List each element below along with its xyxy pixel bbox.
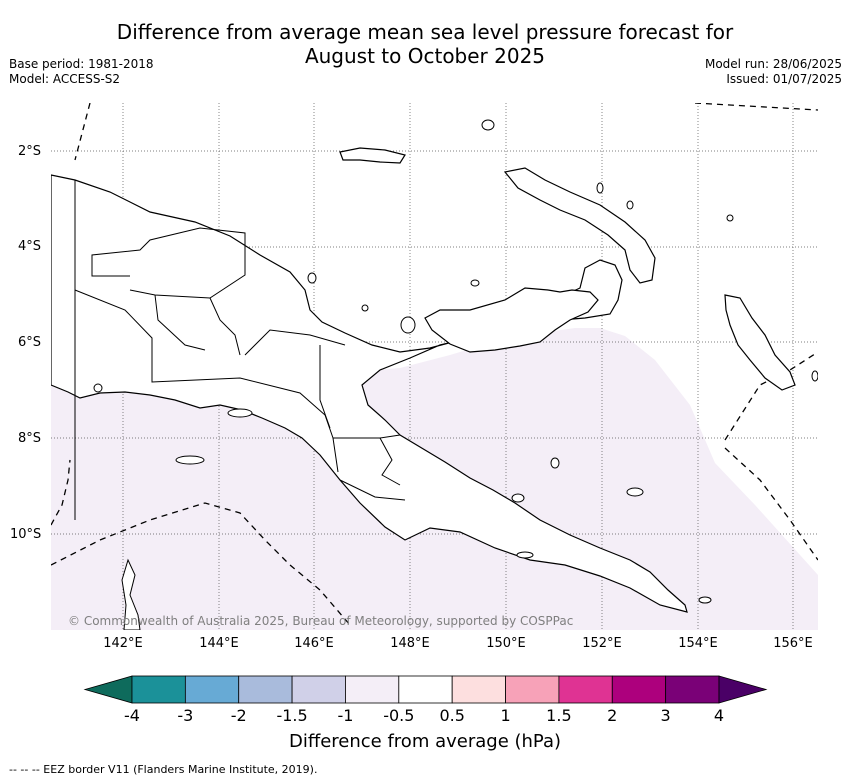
map-area (51, 103, 818, 630)
manus-island (339, 147, 406, 164)
lon-label-154e: 154°E (678, 636, 718, 651)
lon-label-150e: 150°E (486, 636, 526, 651)
eez-legend: -- -- -- EEZ border V11 (Flanders Marine… (9, 763, 318, 776)
colorbar-tick-label: 1.5 (546, 706, 572, 725)
colorbar-tick-label: -3 (177, 706, 194, 725)
lat-label-8s: 8°S (18, 431, 42, 446)
colorbar-tick-label: 0.5 (439, 706, 465, 725)
colorbar-swatch (398, 675, 453, 704)
small-islands (93, 119, 818, 604)
colorbar-swatch (131, 675, 186, 704)
lon-label-142e: 142°E (103, 636, 143, 651)
model-info: Base period: 1981-2018 Model: ACCESS-S2 (9, 57, 154, 87)
bougainville-island (724, 294, 796, 391)
lat-label-10s: 10°S (10, 527, 42, 542)
lat-label-6s: 6°S (18, 335, 42, 350)
lon-label-148e: 148°E (390, 636, 430, 651)
map-title: Difference from average mean sea level p… (0, 20, 850, 68)
run-info: Model run: 28/06/2025 Issued: 01/07/2025 (705, 57, 842, 87)
colorbar-tick-label: -1 (337, 706, 354, 725)
papua-new-guinea-mainland (51, 174, 688, 613)
lat-label-2s: 2°S (18, 144, 42, 159)
lon-label-146e: 146°E (294, 636, 334, 651)
colorbar-tick-label: -4 (124, 706, 140, 725)
colorbar-extend-high (718, 675, 768, 704)
title-line-1: Difference from average mean sea level p… (116, 20, 734, 44)
colorbar-tick-label: -0.5 (383, 706, 415, 725)
colorbar-swatch (611, 675, 667, 704)
colorbar-swatch (291, 675, 346, 704)
new-britain-island (424, 287, 599, 353)
lon-label-156e: 156°E (773, 636, 813, 651)
colorbar-tick-label: -2 (230, 706, 247, 725)
model-run-date: Model run: 28/06/2025 (704, 57, 842, 71)
colorbar-tick-label: 2 (607, 706, 618, 725)
colorbar-swatch (238, 675, 293, 704)
model-name: Model: ACCESS-S2 (9, 72, 121, 86)
colorbar-tick-label: 4 (713, 706, 725, 725)
new-ireland-island (503, 167, 656, 284)
colorbar-extend-low (83, 675, 133, 704)
colorbar-tick-label: 3 (660, 706, 671, 725)
colorbar-swatch (184, 675, 240, 704)
colorbar-swatch (345, 675, 400, 704)
lat-gridlines (51, 150, 818, 535)
colorbar-tick-label: -1.5 (276, 706, 308, 725)
lon-label-152e: 152°E (582, 636, 622, 651)
colorbar-swatch (451, 675, 506, 704)
colorbar-swatch (505, 675, 560, 704)
cape-york-peninsula (121, 558, 141, 630)
title-line-2: August to October 2025 (304, 44, 546, 68)
colorbar-label: Difference from average (hPa) (288, 731, 562, 752)
colorbar-swatch (558, 675, 613, 704)
colorbar-swatch (665, 675, 720, 704)
issued-date: Issued: 01/07/2025 (726, 72, 842, 86)
copyright-notice: © Commonwealth of Australia 2025, Bureau… (68, 614, 574, 628)
colorbar (83, 675, 768, 704)
colorbar-tick-label: 1 (500, 706, 511, 725)
lat-label-4s: 4°S (18, 239, 42, 254)
province-borders (74, 180, 406, 520)
base-period: Base period: 1981-2018 (9, 57, 154, 71)
lon-label-144e: 144°E (199, 636, 239, 651)
